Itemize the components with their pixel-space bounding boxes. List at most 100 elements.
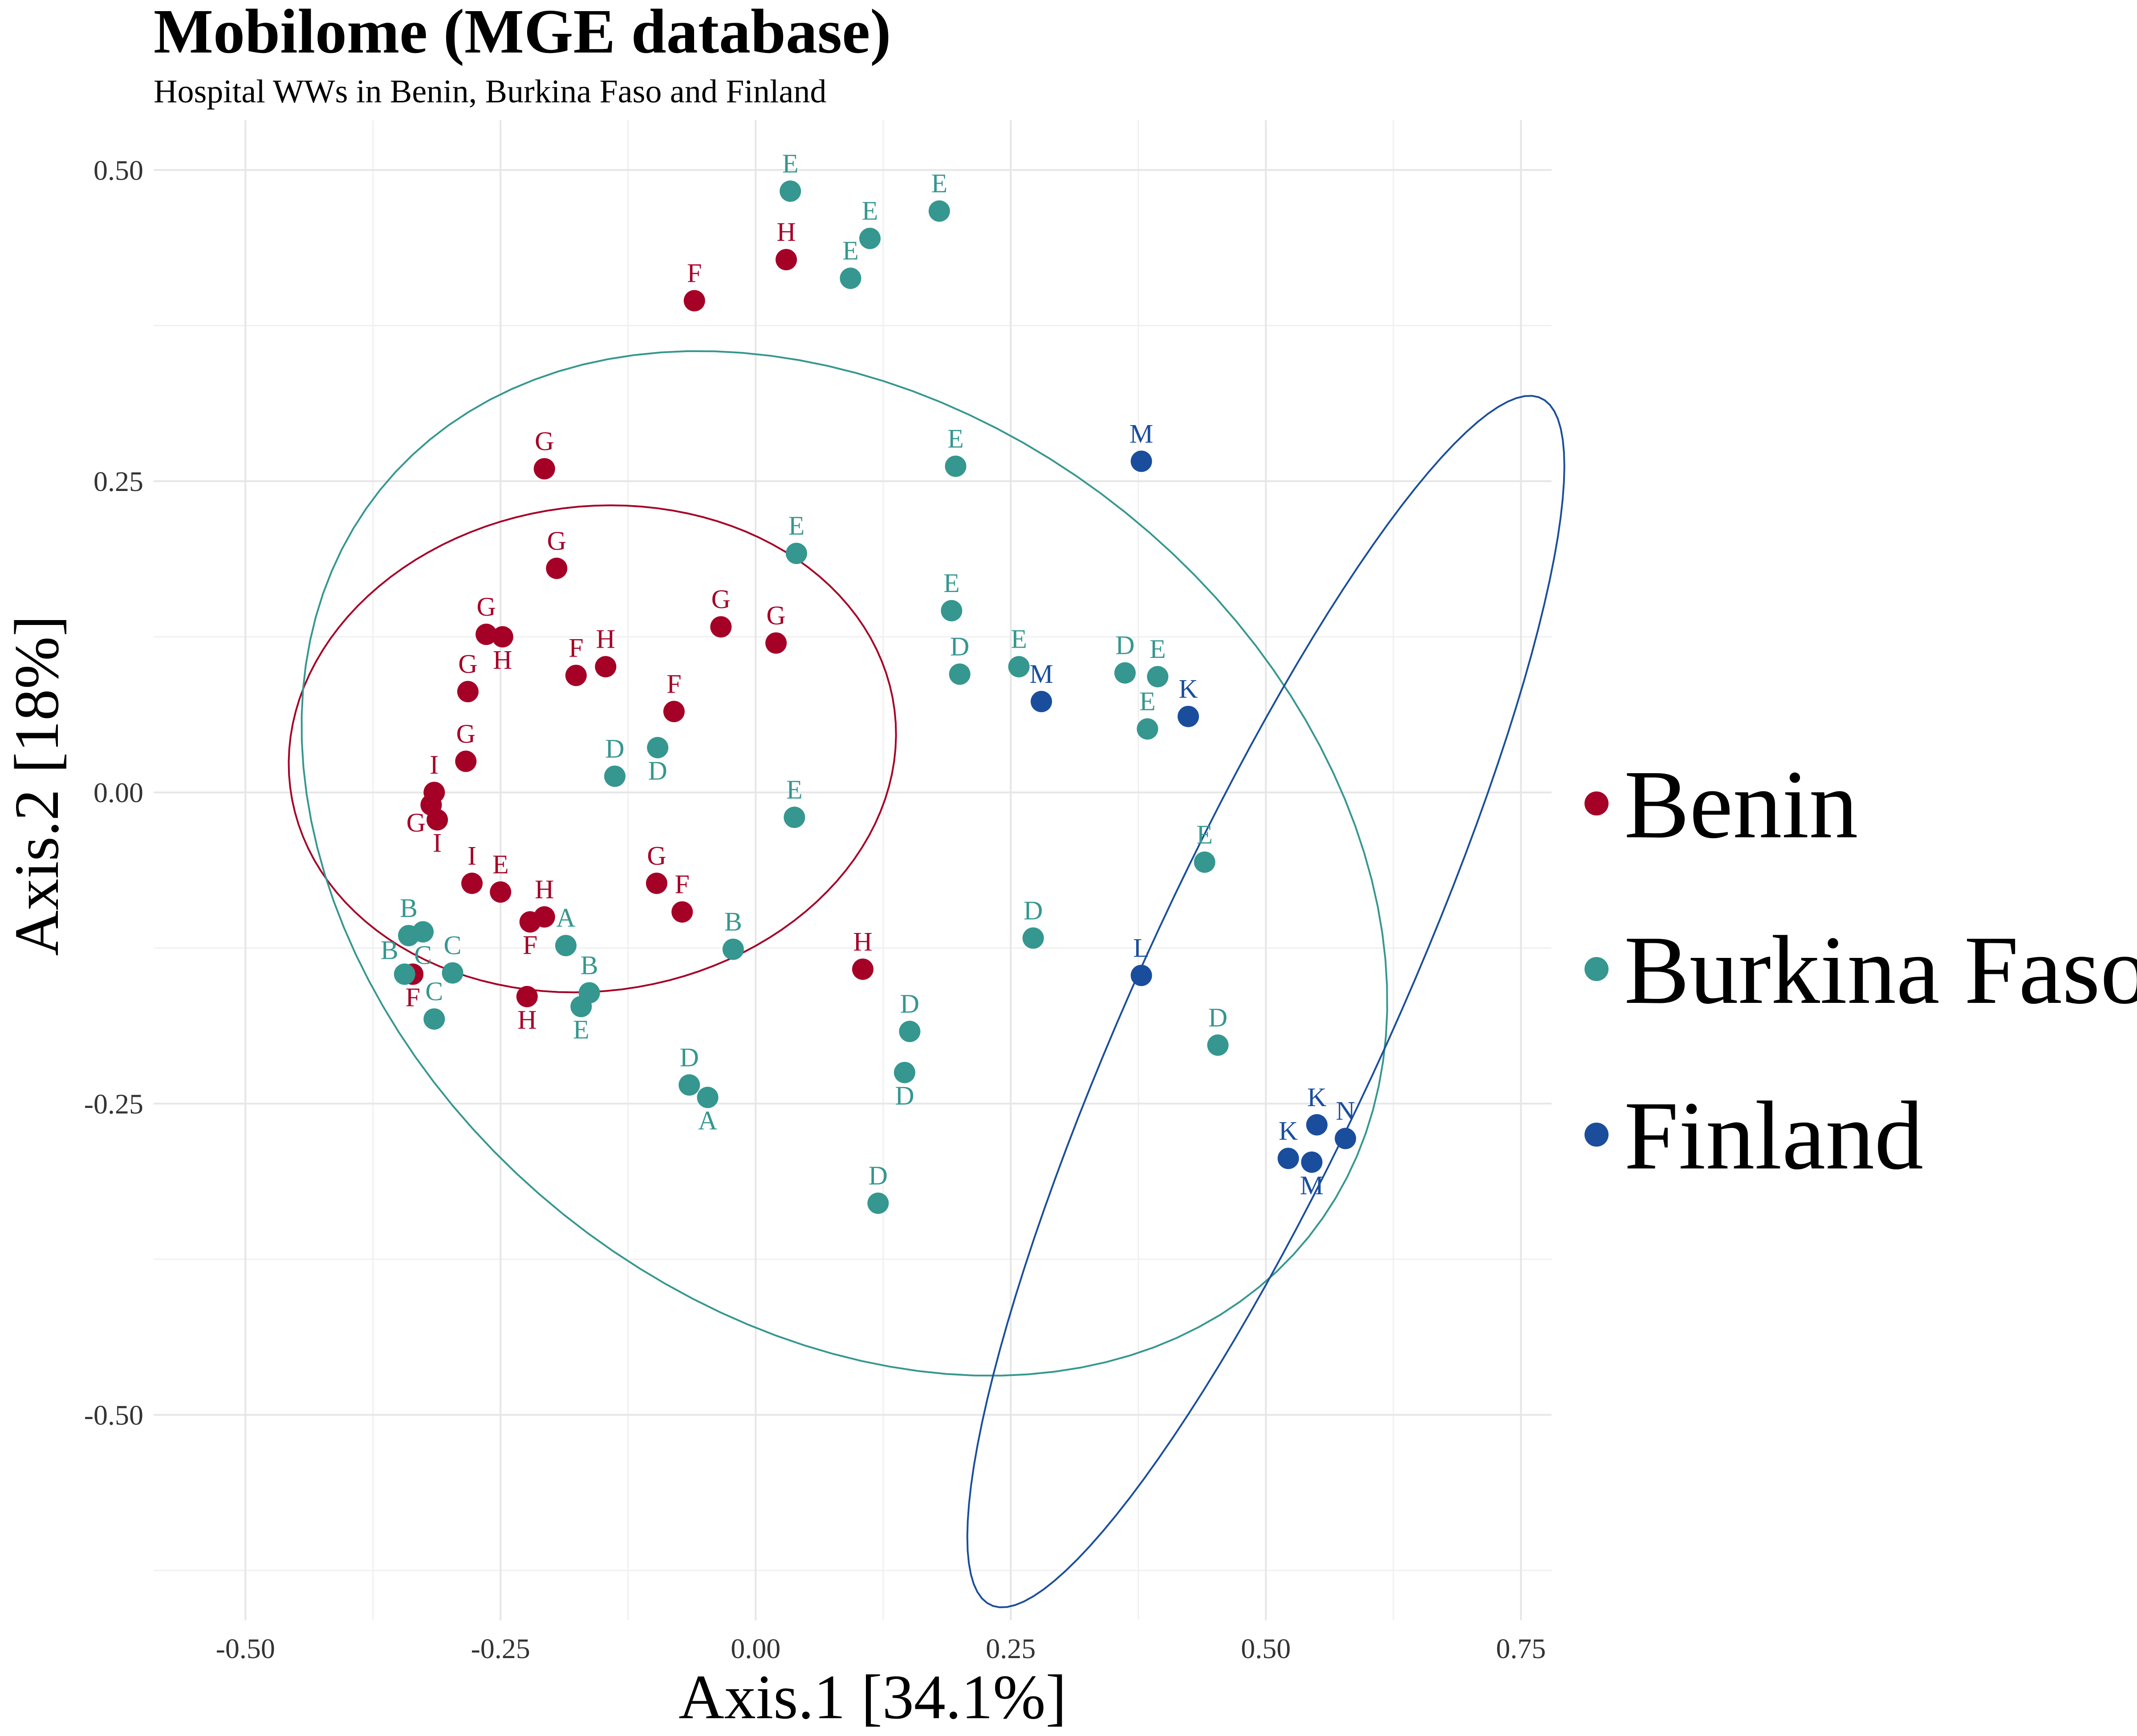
- data-point: [722, 938, 744, 960]
- points-layer: [394, 180, 1357, 1214]
- x-tick-label: 0.75: [1496, 1633, 1546, 1664]
- point-label: A: [556, 903, 575, 933]
- data-point: [683, 290, 705, 312]
- confidence-ellipse-finland: [966, 395, 1565, 1608]
- data-point: [1137, 718, 1158, 740]
- point-label: D: [1024, 896, 1043, 925]
- legend-label: Burkina Faso: [1624, 916, 2137, 1024]
- data-point: [442, 962, 463, 984]
- point-label: I: [433, 828, 442, 858]
- point-label: D: [648, 756, 667, 786]
- data-point: [412, 921, 434, 943]
- chart-subtitle: Hospital WWs in Benin, Burkina Faso and …: [154, 73, 826, 110]
- point-label: H: [776, 217, 796, 247]
- data-point: [840, 268, 861, 289]
- chart-title: Mobilome (MGE database): [154, 0, 891, 66]
- x-tick-label: 0.50: [1241, 1633, 1291, 1664]
- data-point: [1178, 706, 1199, 727]
- point-label: G: [456, 719, 475, 748]
- point-label: F: [666, 669, 681, 698]
- point-label: E: [943, 568, 960, 598]
- point-label: G: [458, 649, 477, 679]
- data-point: [492, 626, 513, 648]
- point-label: E: [492, 850, 509, 879]
- legend-label: Finland: [1624, 1081, 1923, 1190]
- data-point: [697, 1087, 719, 1108]
- point-label: D: [1115, 631, 1134, 660]
- point-label: L: [1133, 933, 1150, 962]
- point-label: F: [523, 930, 537, 960]
- data-point: [461, 872, 483, 894]
- data-point: [949, 663, 971, 685]
- data-point: [604, 765, 626, 787]
- y-tick-label: 0.50: [93, 154, 143, 186]
- point-label: B: [724, 907, 742, 937]
- data-point: [894, 1062, 915, 1083]
- data-point: [663, 701, 685, 722]
- point-label: H: [493, 645, 512, 675]
- data-point: [1130, 965, 1152, 986]
- data-point: [1207, 1034, 1229, 1056]
- point-label: K: [1279, 1116, 1298, 1145]
- y-tick-label: -0.50: [84, 1399, 143, 1431]
- point-label: F: [405, 983, 420, 1012]
- data-point: [1306, 1114, 1328, 1136]
- x-tick-label: -0.50: [216, 1633, 275, 1664]
- point-label: F: [675, 870, 690, 899]
- point-label: N: [1336, 1096, 1355, 1126]
- legend-key: [1584, 957, 1609, 981]
- point-label: H: [853, 927, 872, 956]
- data-point: [941, 600, 963, 621]
- data-point: [859, 227, 881, 249]
- data-point: [776, 249, 797, 271]
- data-point: [394, 963, 415, 985]
- legend: Benin Burkina Faso Finland: [1584, 750, 2137, 1190]
- x-axis-label: Axis.1 [34.1%]: [678, 1662, 1067, 1732]
- point-label: C: [414, 940, 432, 969]
- y-axis-label: Axis.2 [18%]: [1, 615, 72, 956]
- data-point: [647, 737, 669, 758]
- point-label: M: [1029, 659, 1053, 689]
- data-point: [678, 1074, 700, 1096]
- point-label: D: [605, 734, 624, 763]
- point-label: G: [477, 592, 496, 621]
- confidence-ellipse-benin: [288, 504, 897, 994]
- point-label: B: [381, 936, 398, 965]
- data-point: [1130, 450, 1152, 472]
- data-point: [475, 624, 497, 645]
- point-label: E: [947, 424, 964, 453]
- point-label: D: [680, 1042, 699, 1072]
- point-label: C: [425, 977, 443, 1006]
- ellipse-layer: [288, 350, 1565, 1608]
- y-ticks: 0.50 0.25 0.00 -0.25 -0.50: [84, 154, 143, 1431]
- data-point: [1335, 1128, 1357, 1149]
- data-point: [1147, 666, 1169, 688]
- data-point: [490, 881, 512, 903]
- data-point: [555, 935, 577, 957]
- legend-label: Benin: [1624, 750, 1858, 859]
- confidence-ellipse-burkina-faso: [301, 350, 1388, 1377]
- point-label: B: [400, 893, 418, 923]
- point-label: D: [1208, 1003, 1227, 1032]
- y-tick-label: -0.25: [84, 1088, 143, 1119]
- point-label: E: [573, 1015, 589, 1044]
- data-point: [455, 750, 477, 772]
- point-label: K: [1307, 1083, 1326, 1112]
- point-label: G: [647, 841, 666, 870]
- point-label: I: [467, 841, 476, 870]
- grid-layer: [154, 120, 1552, 1620]
- data-point: [710, 616, 732, 638]
- y-tick-label: 0.25: [93, 466, 143, 497]
- data-point: [852, 958, 873, 980]
- data-point: [1022, 927, 1044, 949]
- x-tick-label: 0.25: [986, 1633, 1036, 1664]
- legend-key: [1584, 791, 1609, 815]
- data-point: [646, 872, 667, 894]
- point-label: F: [569, 633, 583, 662]
- point-label: D: [900, 989, 919, 1018]
- point-label: H: [517, 1005, 536, 1034]
- point-label: B: [581, 950, 598, 980]
- data-point: [1277, 1148, 1299, 1169]
- data-point: [427, 809, 448, 831]
